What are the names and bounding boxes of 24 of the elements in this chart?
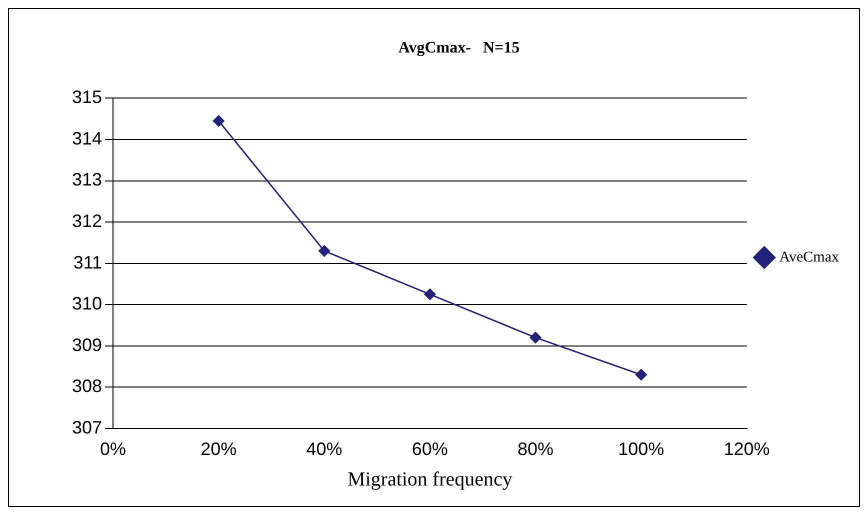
y-tick-label: 315: [72, 87, 102, 108]
legend-label: AveCmax: [779, 249, 840, 266]
point: [318, 245, 330, 257]
x-tick-label: 120%: [724, 439, 770, 460]
point: [635, 368, 647, 380]
x-axis-title: Migration frequency: [347, 468, 512, 490]
x-tick-label: 40%: [306, 439, 342, 460]
x-tick-label: 60%: [412, 439, 448, 460]
y-tick-label: 314: [72, 128, 102, 148]
x-tick-label: 20%: [200, 439, 237, 460]
y-tick-label: 310: [72, 294, 102, 314]
x-tick-label: 0%: [100, 439, 126, 460]
x-tick-label: 80%: [518, 439, 554, 460]
y-tick-label: 313: [72, 170, 102, 190]
point: [530, 332, 542, 344]
y-tick-label: 308: [72, 376, 102, 396]
chart-title: AvgCmax- N=15: [398, 40, 520, 57]
y-tick-label: 312: [72, 210, 102, 231]
x-tick-label: 100%: [618, 439, 664, 460]
y-tick-label: 309: [72, 334, 102, 355]
y-tick-label: 311: [73, 252, 102, 272]
y-tick-label: 307: [72, 417, 102, 438]
point: [212, 115, 224, 127]
point: [424, 288, 436, 300]
